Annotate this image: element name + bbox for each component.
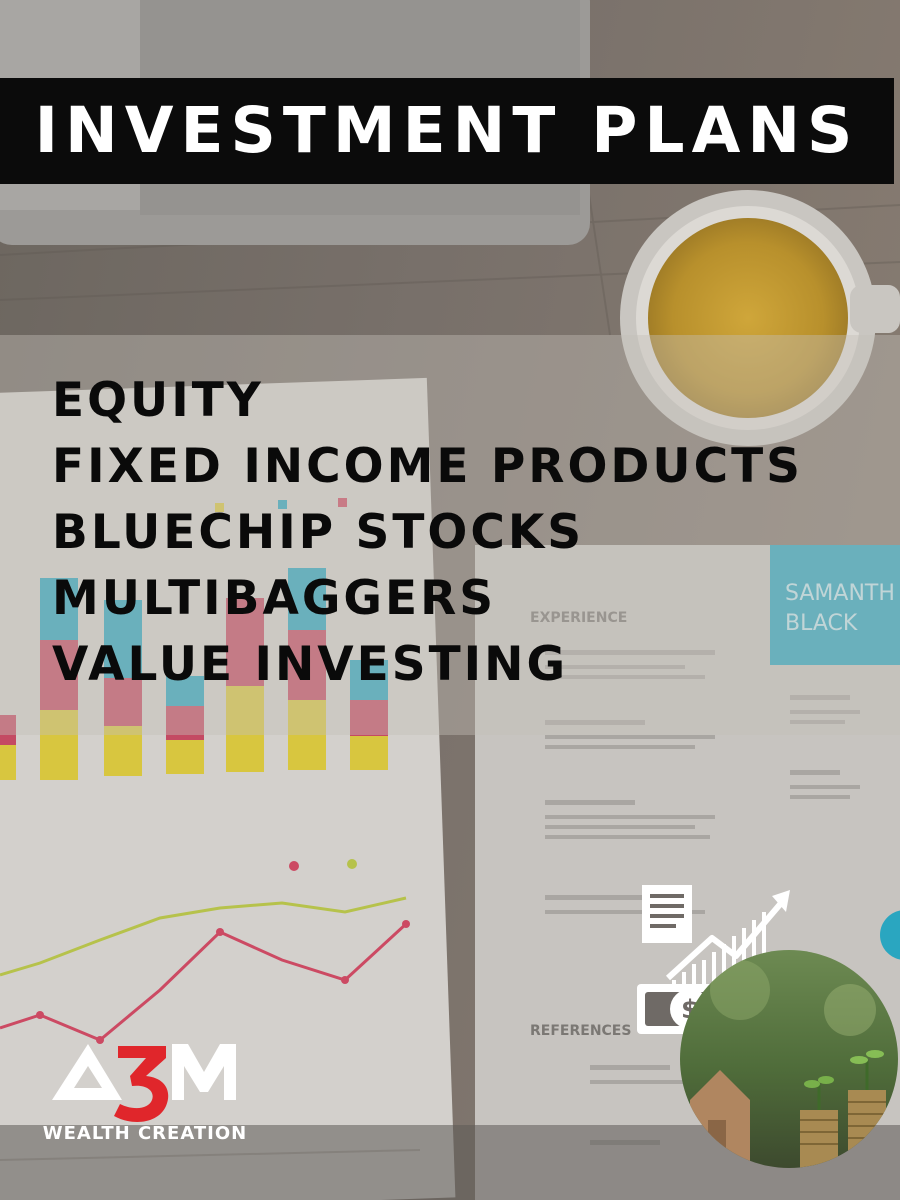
svg-text:SAMANTH: SAMANTH xyxy=(785,581,895,606)
plan-item-value-investing: VALUE INVESTING xyxy=(52,637,569,692)
plan-item-bluechip: BLUECHIP STOCKS xyxy=(52,505,585,560)
plan-list: EQUITY FIXED INCOME PRODUCTS BLUECHIP ST… xyxy=(52,368,803,698)
plan-item-fixed-income: FIXED INCOME PRODUCTS xyxy=(52,439,803,494)
brand-logo: WEALTH CREATION xyxy=(30,1040,260,1150)
translucent-band xyxy=(0,335,900,735)
svg-text:BLACK: BLACK xyxy=(785,611,858,636)
plan-item-multibaggers: MULTIBAGGERS xyxy=(52,571,497,626)
title-bar: INVESTMENT PLANS xyxy=(0,78,894,184)
svg-text:EXPERIENCE: EXPERIENCE xyxy=(530,610,627,626)
logo-tagline: WEALTH CREATION xyxy=(42,1123,248,1144)
coin-plant-house-photo xyxy=(680,950,898,1168)
plan-item-equity: EQUITY xyxy=(52,373,264,428)
page-title: INVESTMENT PLANS xyxy=(34,94,860,167)
svg-text:REFERENCES: REFERENCES xyxy=(530,1023,631,1039)
a3m-logo-mark xyxy=(52,1044,236,1122)
